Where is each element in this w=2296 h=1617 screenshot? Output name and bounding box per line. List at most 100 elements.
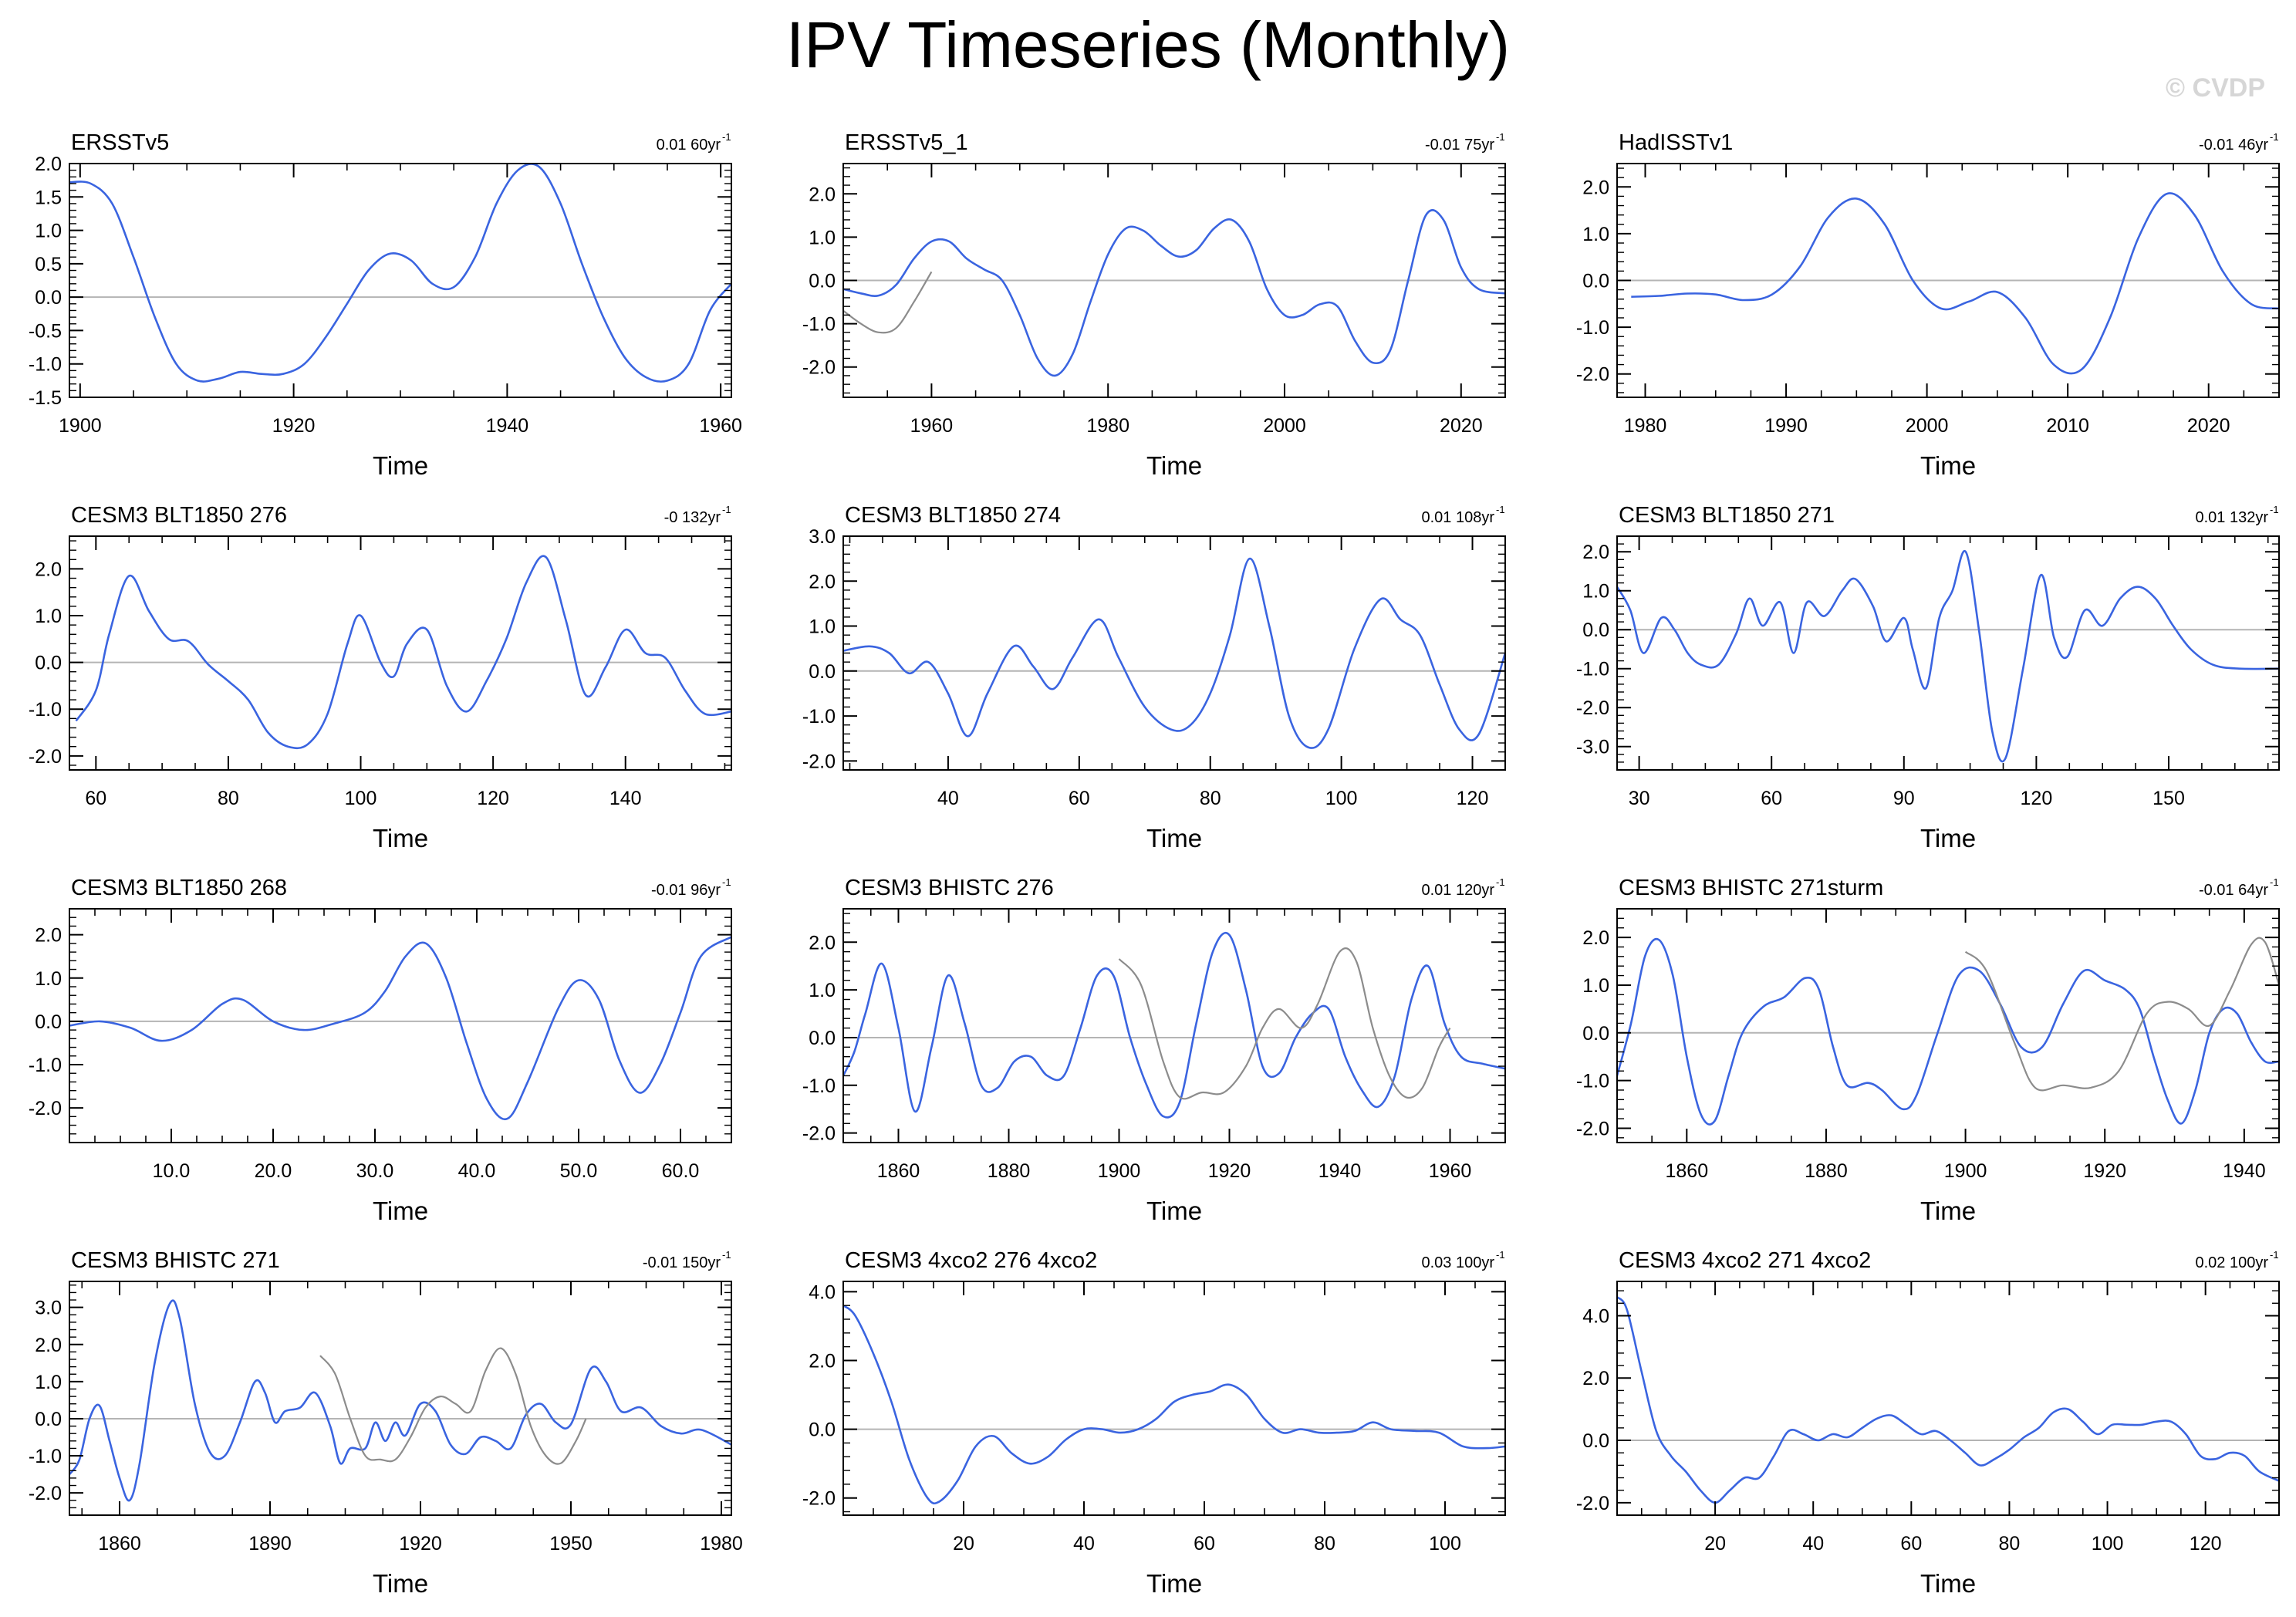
trend-label: -0.01 46yr	[2199, 137, 2268, 154]
x-tick-label: 1940	[1319, 1160, 1362, 1182]
x-tick-label: 1960	[699, 415, 742, 437]
y-tick-label: -2.0	[1576, 364, 1609, 386]
x-tick-label: 1950	[549, 1533, 593, 1555]
x-axis-label: Time	[373, 1197, 428, 1225]
y-tick-label: 0.0	[35, 287, 62, 309]
x-tick-label: 20	[1704, 1533, 1726, 1555]
secondary-series-line	[1118, 947, 1451, 1100]
x-tick-label: 60	[1900, 1533, 1922, 1555]
x-tick-label: 80	[1314, 1533, 1335, 1555]
chart-panel: 10.0 20.0 30.0 40.0 50.0 60.0 -2.0 -1.0 0.0 1.0 2.…	[29, 876, 732, 1225]
y-tick-label: 0.0	[809, 661, 836, 683]
y-tick-label: 2.0	[1582, 542, 1609, 563]
x-tick-label: 30	[1629, 788, 1650, 809]
x-tick-label: 120	[1457, 788, 1489, 809]
x-tick-label: 120	[2190, 1533, 2222, 1555]
y-tick-label: 3.0	[35, 1298, 62, 1319]
y-tick-label: -1.0	[29, 1446, 62, 1467]
y-tick-label: -1.5	[29, 387, 62, 409]
x-tick-label: 40	[1802, 1533, 1824, 1555]
trend-exponent: -1	[722, 876, 731, 888]
x-tick-label: 1920	[272, 415, 316, 437]
y-tick-label: 1.0	[35, 1372, 62, 1393]
y-tick-label: 1.0	[809, 227, 836, 248]
plot-frame	[69, 163, 732, 398]
x-tick-label: 1980	[700, 1533, 743, 1555]
x-axis-label: Time	[373, 451, 428, 480]
y-tick-label: 0.0	[809, 1028, 836, 1049]
trend-exponent: -1	[1496, 504, 1505, 515]
primary-series-line	[1631, 192, 2279, 375]
plot-frame	[842, 535, 1506, 771]
x-tick-label: 60	[85, 788, 106, 809]
x-tick-label: 120	[2021, 788, 2053, 809]
plot-frame	[69, 535, 732, 771]
y-tick-label: 1.0	[1582, 975, 1609, 997]
y-tick-label: 1.0	[1582, 224, 1609, 245]
plot-frame	[69, 1281, 732, 1516]
y-tick-label: 2.0	[1582, 1368, 1609, 1389]
y-tick-label: -1.0	[29, 354, 62, 376]
x-tick-label: 120	[477, 788, 509, 809]
x-tick-label: 1990	[1764, 415, 1808, 437]
secondary-series-line	[319, 1347, 587, 1465]
x-tick-label: 100	[1429, 1533, 1461, 1555]
y-tick-label: -1.0	[802, 314, 836, 336]
plot-frame	[69, 908, 732, 1143]
panel-title: CESM3 BLT1850 268	[71, 876, 287, 900]
x-axis-label: Time	[373, 1569, 428, 1598]
y-tick-label: 2.0	[1582, 927, 1609, 949]
panel-title: CESM3 BHISTC 271	[71, 1248, 280, 1273]
chart-panel: 1860 1890 1920 1950 1980 -2.0 -1.0 0.0 1.0 2.0 3.0…	[29, 1248, 743, 1598]
x-tick-label: 1860	[98, 1533, 141, 1555]
x-tick-label: 1980	[1086, 415, 1129, 437]
x-tick-label: 1920	[2083, 1160, 2126, 1182]
trend-label: -0.01 96yr	[651, 882, 721, 899]
trend-label: -0.01 75yr	[1425, 137, 1494, 154]
plot-frame	[1616, 1281, 2280, 1516]
x-tick-label: 60.0	[662, 1160, 700, 1182]
x-tick-label: 40.0	[458, 1160, 496, 1182]
secondary-series-line	[1964, 937, 2279, 1092]
panel-title: CESM3 BHISTC 271sturm	[1619, 876, 1883, 900]
x-tick-label: 1900	[1944, 1160, 1987, 1182]
x-tick-label: 40	[937, 788, 959, 809]
panel-title: CESM3 BHISTC 276	[845, 876, 1054, 900]
x-tick-label: 100	[2092, 1533, 2124, 1555]
x-tick-label: 1900	[59, 415, 102, 437]
x-axis-label: Time	[1146, 1569, 1202, 1598]
y-tick-label: 2.0	[809, 571, 836, 592]
x-tick-label: 60	[1194, 1533, 1215, 1555]
chart-panel: 20 40 60 80 100 120 -2.0 0.0 2.0 4.0 CESM3 4xco2 2…	[1576, 1248, 2280, 1598]
x-axis-label: Time	[1920, 1569, 1976, 1598]
panel-title: ERSSTv5_1	[845, 130, 968, 155]
trend-exponent: -1	[2270, 131, 2279, 143]
y-tick-label: 2.0	[809, 932, 836, 954]
chart-panel: 1900 1920 1940 1960 -1.5 -1.0 -0.5 0.0 0.5 1.0 1.5…	[29, 130, 742, 480]
y-tick-label: -1.0	[802, 1075, 836, 1097]
y-tick-label: 2.0	[1582, 177, 1609, 198]
primary-series-line	[69, 1299, 731, 1502]
x-tick-label: 1860	[1666, 1160, 1709, 1182]
y-tick-label: -1.0	[1576, 317, 1609, 339]
x-tick-label: 1880	[1805, 1160, 1848, 1182]
trend-label: 0.01 108yr	[1421, 509, 1494, 526]
secondary-series-line	[843, 271, 933, 334]
chart-panel: 1860 1880 1900 1920 1940 -2.0 -1.0 0.0 1.0 2.0 CES…	[1576, 876, 2280, 1225]
panel-title: CESM3 4xco2 276 4xco2	[845, 1248, 1097, 1273]
plot-frame	[1616, 535, 2280, 771]
primary-series-line	[843, 1305, 1505, 1505]
x-tick-label: 100	[1325, 788, 1358, 809]
primary-series-line	[1617, 1296, 2279, 1504]
y-tick-label: -2.0	[1576, 1493, 1609, 1514]
y-tick-label: -2.0	[1576, 1118, 1609, 1139]
x-tick-label: 1940	[486, 415, 529, 437]
x-tick-label: 1900	[1098, 1160, 1141, 1182]
x-tick-label: 2000	[1263, 415, 1306, 437]
x-axis-label: Time	[1146, 824, 1202, 852]
x-tick-label: 2020	[1440, 415, 1483, 437]
y-tick-label: -2.0	[1576, 697, 1609, 719]
y-tick-label: -2.0	[29, 746, 62, 768]
trend-label: -0 132yr	[664, 509, 721, 526]
y-tick-label: 2.0	[35, 925, 62, 947]
